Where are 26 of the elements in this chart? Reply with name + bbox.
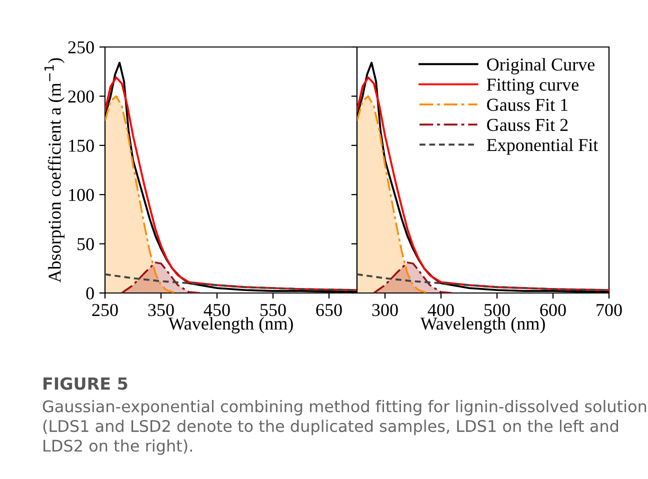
x-tick-label: 250	[92, 304, 118, 316]
legend-label: Gauss Fit 1	[487, 98, 568, 111]
x-tick-label: 450	[204, 304, 230, 316]
x-tick-label: 500	[484, 304, 510, 316]
caption: FIGURE 5	[44, 377, 128, 390]
text: Gaussian-exponential combining method fitting for lignin-dissolved solution (LDS1 and LSD2 denote to the duplicated samples, LDS1 on the left and LDS2 on the right).	[42, 400, 646, 455]
y-tick-label: 200	[68, 90, 94, 103]
legend-label: Gauss Fit 2	[487, 118, 568, 132]
y-tick-label: 250	[68, 41, 94, 54]
x-tick-label: 350	[148, 304, 174, 316]
legend-label: Exponential Fit	[486, 138, 598, 155]
y-tick-label: 150	[69, 140, 94, 152]
y-tick-label: 100	[69, 188, 94, 202]
x-tick-label: 650	[316, 304, 342, 316]
x-axis-title: Wavelength (nm)	[420, 317, 545, 334]
x-tick-label: 300	[372, 304, 398, 316]
x-tick-label: 600	[540, 304, 566, 316]
y-tick-label: 0	[86, 287, 94, 300]
y-tick-label: 50	[78, 238, 94, 250]
x-tick-label: 400	[428, 304, 454, 316]
x-axis-title: Wavelength (nm)	[168, 317, 293, 334]
legend-label: Fitting curve	[486, 78, 578, 95]
x-tick-label: 700	[596, 304, 622, 316]
y-axis-title: Absorption coefficient a (m$^{−1}$)	[44, 58, 64, 283]
legend-label: Original Curve	[487, 58, 595, 74]
x-tick-label: 550	[260, 304, 286, 316]
